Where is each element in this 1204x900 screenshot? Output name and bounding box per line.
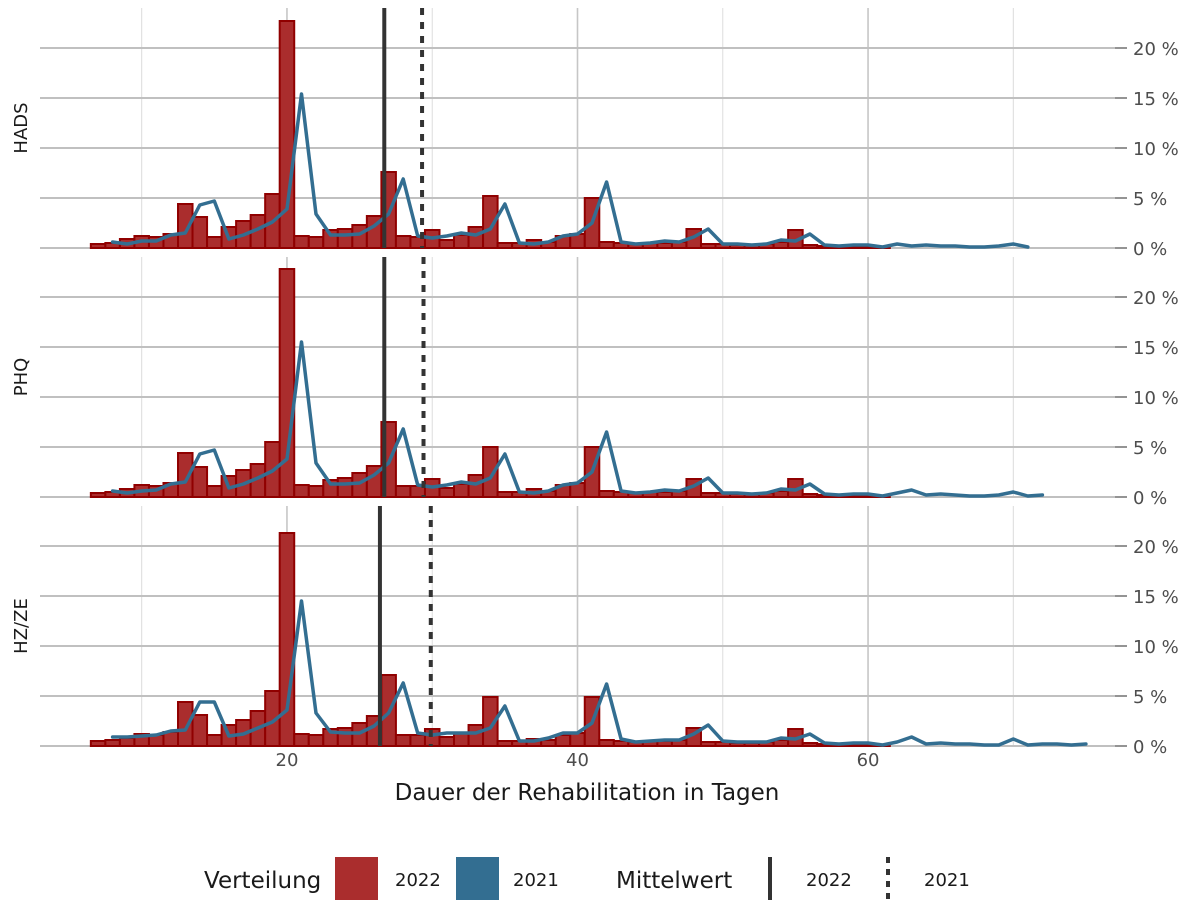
- facet-label-hads: HADS: [11, 102, 32, 153]
- y-tick-label: 20 %: [1133, 537, 1179, 558]
- x-tick-label: 60: [857, 750, 880, 771]
- x-axis-title: Dauer der Rehabilitation in Tagen: [395, 780, 780, 806]
- bar-2022: [699, 243, 717, 249]
- bar-2022: [438, 736, 456, 747]
- bar-2022: [191, 714, 209, 747]
- bar-2022: [293, 235, 310, 249]
- bar-2022: [699, 741, 717, 747]
- bar-2022: [656, 242, 673, 249]
- bar-2022: [801, 244, 819, 249]
- bar-2022: [438, 239, 456, 249]
- y-tick-label: 5 %: [1133, 687, 1167, 708]
- y-tick-label: 0 %: [1133, 239, 1167, 260]
- line-2021: [110, 340, 1045, 498]
- bar-2022: [453, 234, 470, 249]
- legend-swatch-2021: [456, 857, 499, 900]
- y-tick-label: 5 %: [1133, 189, 1167, 210]
- facet-label-phq: PHQ: [11, 358, 32, 397]
- y-tick-label: 15 %: [1133, 587, 1179, 608]
- bar-2022: [453, 732, 470, 747]
- bar-2022: [438, 487, 456, 498]
- bar-2022: [496, 242, 514, 249]
- bar-2022: [336, 477, 354, 498]
- bar-2022: [482, 696, 499, 747]
- bar-2022: [394, 734, 412, 747]
- y-tick-label: 20 %: [1133, 39, 1179, 60]
- legend-title-mean: Mittelwert: [616, 868, 732, 894]
- legend-label-mean-2021: 2021: [924, 870, 970, 891]
- bar-2022: [598, 739, 615, 747]
- legend-title-distribution: Verteilung: [204, 868, 321, 894]
- bar-2022: [598, 241, 615, 249]
- bar-2022: [453, 483, 470, 498]
- bar-2022: [496, 491, 514, 498]
- bar-2022: [293, 484, 310, 498]
- bar-2022: [699, 492, 717, 498]
- bar-2022: [191, 216, 209, 249]
- legend: Verteilung 2022 2021 Mittelwert 2022 202…: [204, 857, 970, 900]
- y-tick-label: 0 %: [1133, 488, 1167, 509]
- legend-swatch-2022: [335, 857, 378, 900]
- panel-hads: 0 % 5 % 10 % 15 % 20 % HADS: [11, 8, 1179, 260]
- bar-2022: [482, 446, 499, 498]
- y-tick-label: 10 %: [1133, 388, 1179, 409]
- bar-2022: [206, 236, 223, 249]
- line-2021: [110, 599, 1088, 747]
- y-tick-label: 15 %: [1133, 338, 1179, 359]
- bar-2022: [394, 235, 412, 249]
- bar-2022: [409, 734, 426, 747]
- bar-2022: [569, 732, 586, 747]
- bar-2022: [467, 474, 485, 498]
- legend-label-mean-2022: 2022: [806, 870, 852, 891]
- bar-2022: [206, 485, 223, 498]
- y-tick-label: 20 %: [1133, 288, 1179, 309]
- chart-panels: 0 % 5 % 10 % 15 % 20 % HADS 0 % 5 % 10 % 15 % 20 %…: [11, 8, 1179, 771]
- y-tick-label: 15 %: [1133, 89, 1179, 110]
- bar-2022: [554, 734, 572, 747]
- x-tick-label: 20: [276, 750, 299, 771]
- bar-2022: [336, 727, 354, 747]
- x-tick-label: 40: [566, 750, 589, 771]
- bar-2022: [467, 226, 485, 249]
- legend-label-dist-2022: 2022: [395, 870, 441, 891]
- bar-2022: [336, 228, 354, 249]
- bar-2022: [293, 733, 310, 747]
- bar-2022: [467, 724, 485, 747]
- y-tick-label: 0 %: [1133, 737, 1167, 758]
- bar-2022: [104, 739, 121, 747]
- bar-2022: [394, 485, 412, 498]
- bar-2022: [206, 734, 223, 747]
- bar-2022: [118, 737, 136, 747]
- bar-2022: [801, 742, 819, 747]
- bar-2022: [351, 224, 368, 249]
- bar-2022: [191, 466, 209, 498]
- bar-2022: [307, 485, 325, 498]
- line-2021: [110, 92, 1030, 249]
- bar-2022: [89, 243, 107, 249]
- facet-label-hz-ze: HZ/ZE: [11, 598, 32, 654]
- bar-2022: [89, 740, 107, 747]
- bar-2022: [496, 740, 514, 747]
- bar-2022: [801, 493, 819, 498]
- panel-hz-ze: 0 % 5 % 10 % 15 % 20 % HZ/ZE: [11, 506, 1179, 758]
- bar-2022: [307, 734, 325, 747]
- bar-2022: [307, 236, 325, 249]
- bar-2022: [598, 490, 615, 498]
- x-axis: 20 40 60: [276, 750, 880, 771]
- y-tick-label: 10 %: [1133, 139, 1179, 160]
- legend-label-dist-2021: 2021: [513, 870, 559, 891]
- bar-2022: [656, 491, 673, 498]
- panel-phq: 0 % 5 % 10 % 15 % 20 % PHQ: [11, 257, 1179, 509]
- bar-2022: [89, 492, 107, 498]
- y-tick-label: 5 %: [1133, 438, 1167, 459]
- y-tick-label: 10 %: [1133, 637, 1179, 658]
- bar-2022: [540, 739, 557, 747]
- bar-2022: [482, 195, 499, 249]
